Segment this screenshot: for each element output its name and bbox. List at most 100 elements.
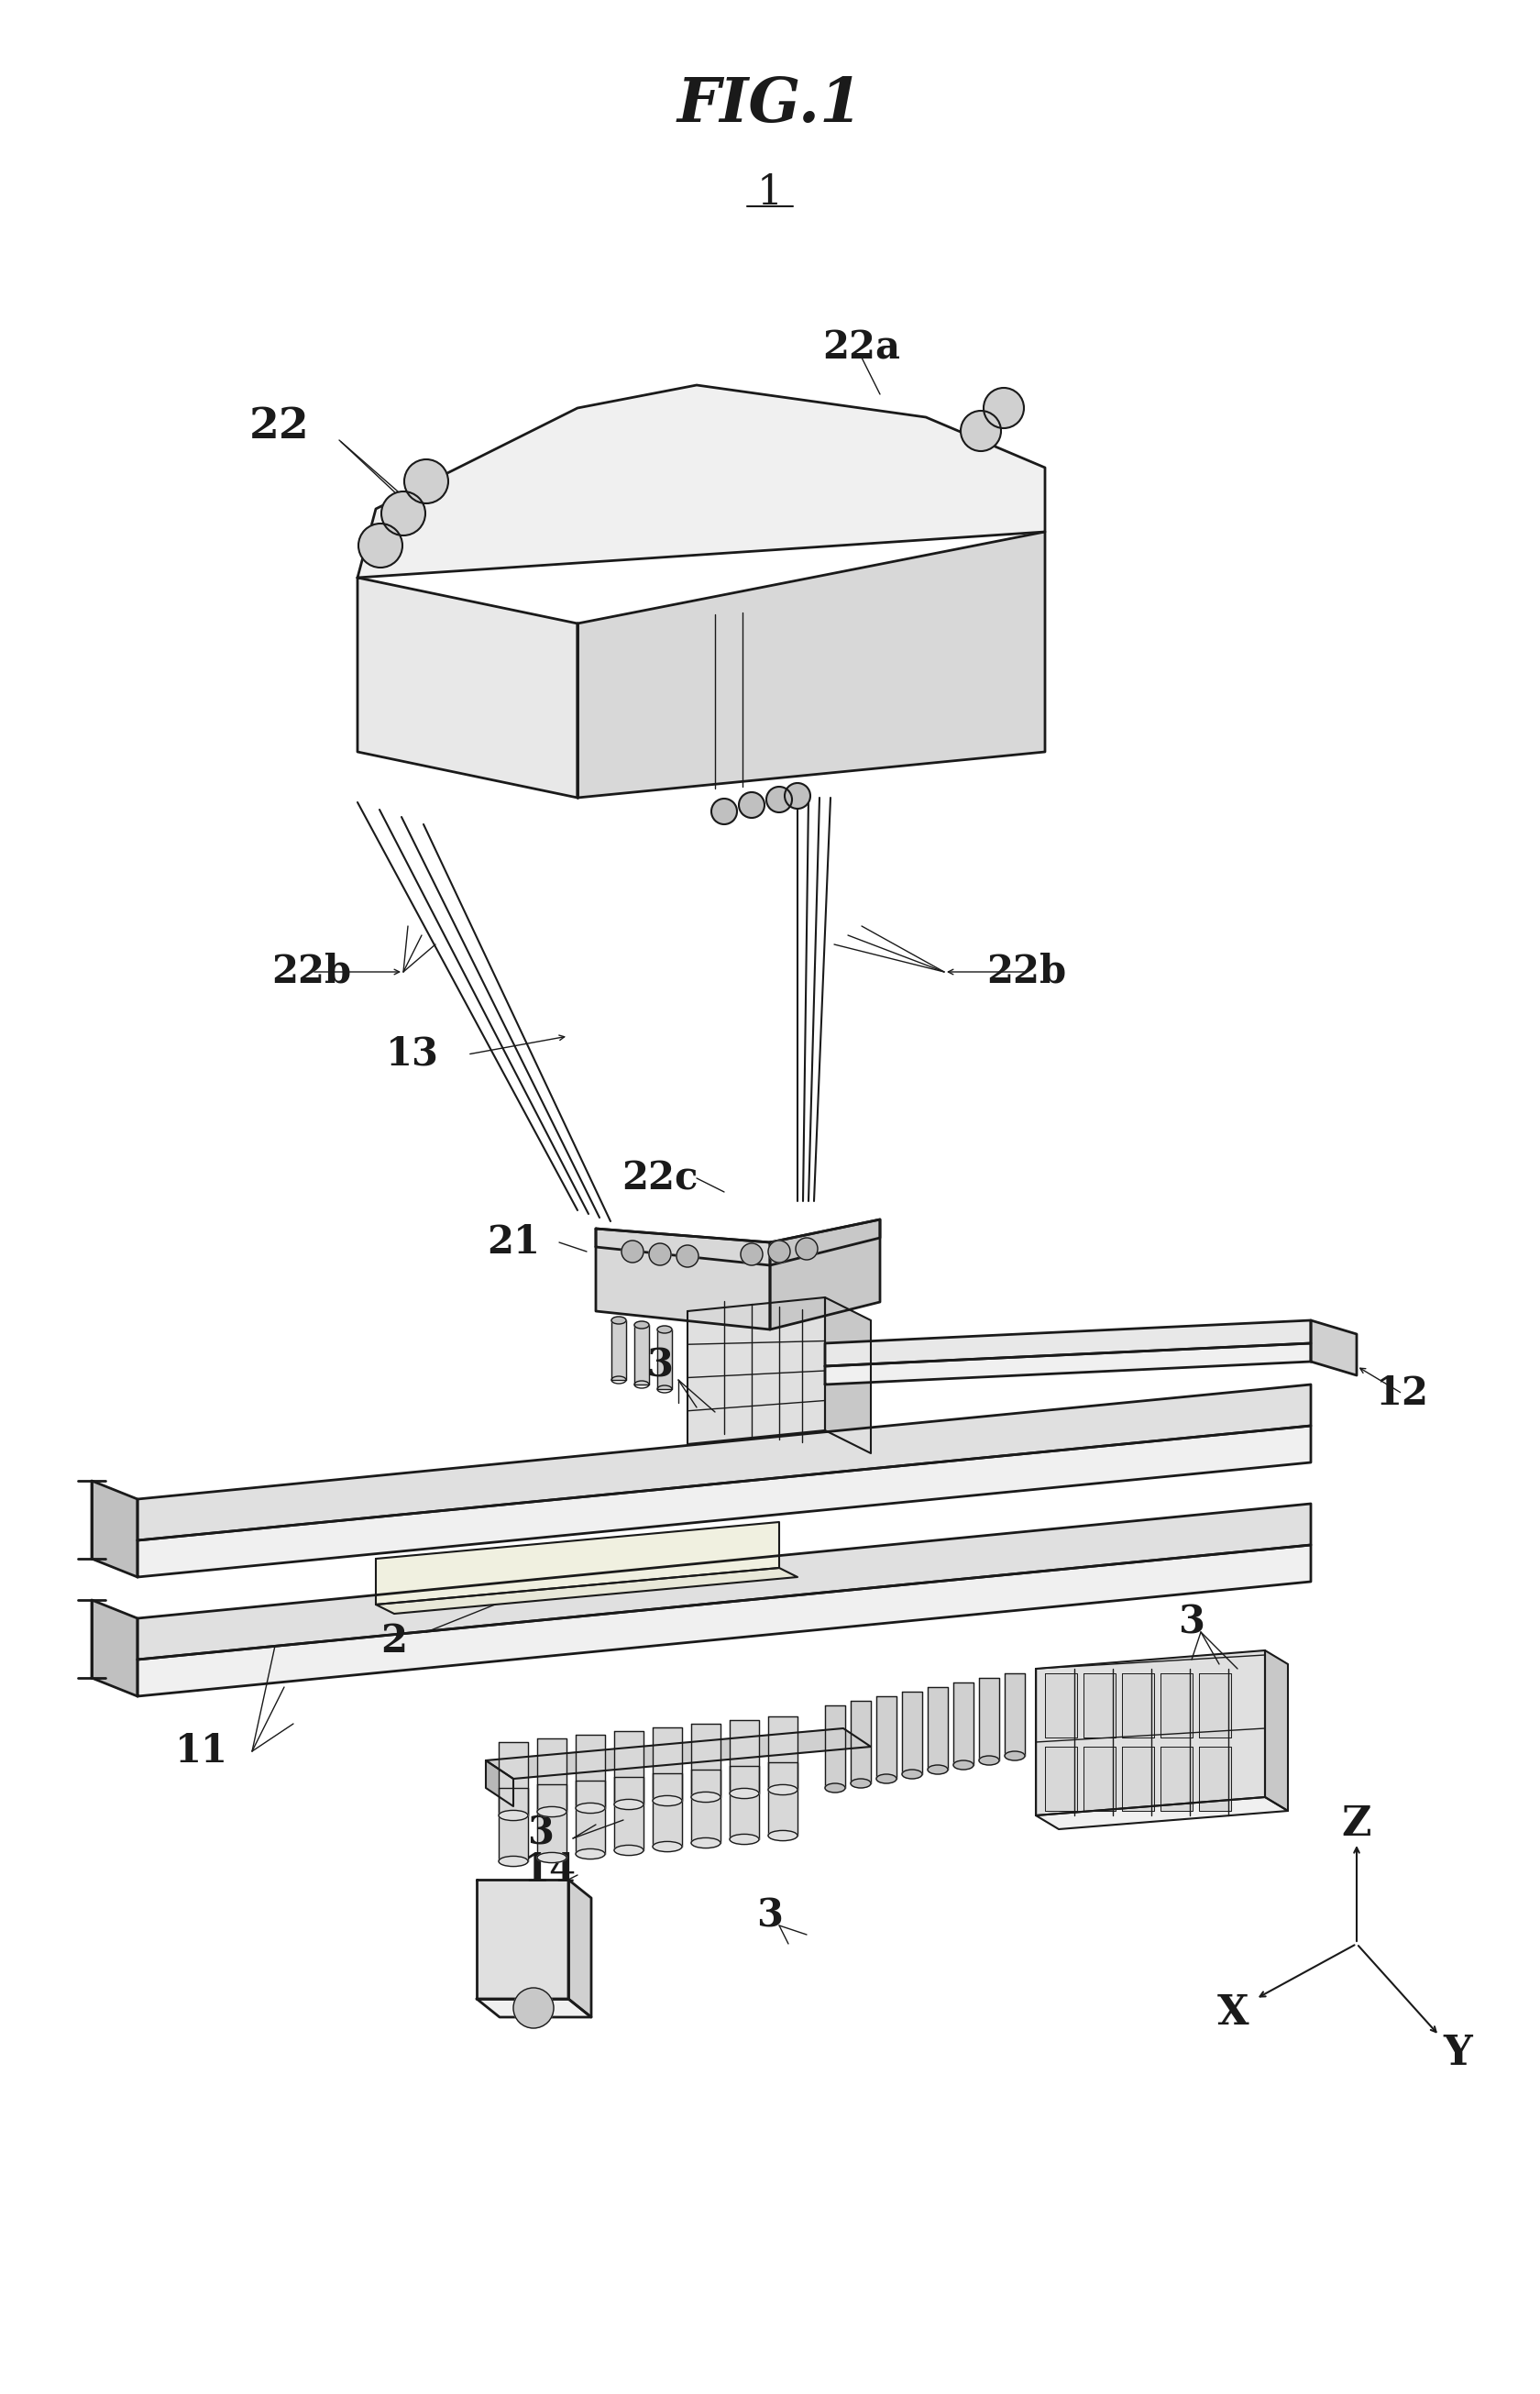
Circle shape: [359, 524, 402, 567]
Ellipse shape: [953, 1760, 973, 1769]
Polygon shape: [92, 1599, 137, 1697]
Circle shape: [984, 388, 1024, 429]
Ellipse shape: [768, 1784, 798, 1796]
Text: 2: 2: [380, 1623, 408, 1661]
Circle shape: [622, 1240, 644, 1262]
Circle shape: [741, 1242, 762, 1266]
Ellipse shape: [499, 1855, 528, 1867]
Polygon shape: [1004, 1673, 1024, 1755]
Ellipse shape: [576, 1803, 605, 1812]
Ellipse shape: [537, 1853, 567, 1863]
Polygon shape: [634, 1324, 648, 1384]
Polygon shape: [1046, 1748, 1076, 1810]
Polygon shape: [357, 577, 578, 797]
Text: 13: 13: [387, 1034, 439, 1073]
Polygon shape: [137, 1503, 1311, 1659]
Ellipse shape: [768, 1831, 798, 1841]
Circle shape: [785, 783, 810, 809]
Polygon shape: [658, 1329, 671, 1389]
Text: Z: Z: [1341, 1805, 1372, 1843]
Polygon shape: [1036, 1798, 1287, 1829]
Ellipse shape: [927, 1764, 947, 1774]
Text: 22c: 22c: [622, 1159, 698, 1197]
Polygon shape: [499, 1743, 528, 1815]
Polygon shape: [537, 1738, 567, 1812]
Polygon shape: [1123, 1673, 1153, 1738]
Text: FIG.1: FIG.1: [678, 77, 862, 134]
Ellipse shape: [876, 1774, 896, 1784]
Circle shape: [648, 1242, 671, 1266]
Circle shape: [382, 491, 425, 536]
Polygon shape: [1123, 1748, 1153, 1810]
Polygon shape: [902, 1693, 922, 1774]
Text: 11: 11: [176, 1731, 228, 1772]
Text: 14: 14: [524, 1851, 576, 1889]
Ellipse shape: [614, 1846, 644, 1855]
Polygon shape: [1084, 1673, 1115, 1738]
Polygon shape: [825, 1321, 1311, 1367]
Polygon shape: [927, 1688, 947, 1769]
Text: 3: 3: [1178, 1604, 1204, 1642]
Polygon shape: [768, 1762, 798, 1836]
Text: 22a: 22a: [822, 328, 901, 369]
Polygon shape: [1161, 1748, 1192, 1810]
Polygon shape: [376, 1523, 779, 1604]
Text: 21: 21: [487, 1223, 541, 1262]
Polygon shape: [825, 1298, 870, 1453]
Polygon shape: [1084, 1748, 1115, 1810]
Text: 22b: 22b: [271, 953, 351, 991]
Polygon shape: [576, 1781, 605, 1853]
Polygon shape: [653, 1728, 682, 1800]
Ellipse shape: [499, 1810, 528, 1819]
Ellipse shape: [658, 1326, 671, 1333]
Polygon shape: [850, 1700, 870, 1784]
Polygon shape: [653, 1774, 682, 1846]
Polygon shape: [578, 531, 1046, 797]
Polygon shape: [477, 1999, 591, 2018]
Ellipse shape: [730, 1788, 759, 1798]
Text: 22b: 22b: [987, 953, 1067, 991]
Text: 3: 3: [756, 1896, 784, 1937]
Polygon shape: [825, 1343, 1311, 1384]
Polygon shape: [137, 1384, 1311, 1539]
Polygon shape: [768, 1716, 798, 1791]
Polygon shape: [485, 1728, 870, 1779]
Circle shape: [767, 788, 792, 812]
Polygon shape: [357, 385, 1046, 577]
Polygon shape: [979, 1678, 999, 1760]
Polygon shape: [691, 1724, 721, 1798]
Circle shape: [768, 1240, 790, 1262]
Polygon shape: [1311, 1321, 1357, 1374]
Polygon shape: [477, 1879, 568, 1999]
Polygon shape: [1200, 1673, 1230, 1738]
Ellipse shape: [979, 1755, 999, 1764]
Ellipse shape: [576, 1848, 605, 1860]
Polygon shape: [1200, 1748, 1230, 1810]
Polygon shape: [730, 1719, 759, 1793]
Polygon shape: [614, 1776, 644, 1851]
Ellipse shape: [634, 1321, 648, 1329]
Ellipse shape: [902, 1769, 922, 1779]
Ellipse shape: [850, 1779, 870, 1788]
Ellipse shape: [730, 1834, 759, 1843]
Ellipse shape: [614, 1800, 644, 1810]
Polygon shape: [485, 1760, 513, 1807]
Text: 1: 1: [758, 172, 782, 213]
Text: 22: 22: [249, 405, 310, 448]
Polygon shape: [770, 1219, 879, 1329]
Circle shape: [961, 412, 1001, 450]
Polygon shape: [691, 1769, 721, 1843]
Ellipse shape: [653, 1841, 682, 1851]
Circle shape: [796, 1238, 818, 1259]
Circle shape: [676, 1245, 699, 1266]
Ellipse shape: [611, 1317, 627, 1324]
Polygon shape: [537, 1784, 567, 1858]
Polygon shape: [92, 1482, 137, 1578]
Ellipse shape: [691, 1839, 721, 1848]
Polygon shape: [1036, 1649, 1264, 1815]
Ellipse shape: [537, 1807, 567, 1817]
Polygon shape: [1264, 1649, 1287, 1810]
Polygon shape: [953, 1683, 973, 1764]
Polygon shape: [596, 1228, 770, 1329]
Polygon shape: [596, 1219, 879, 1266]
